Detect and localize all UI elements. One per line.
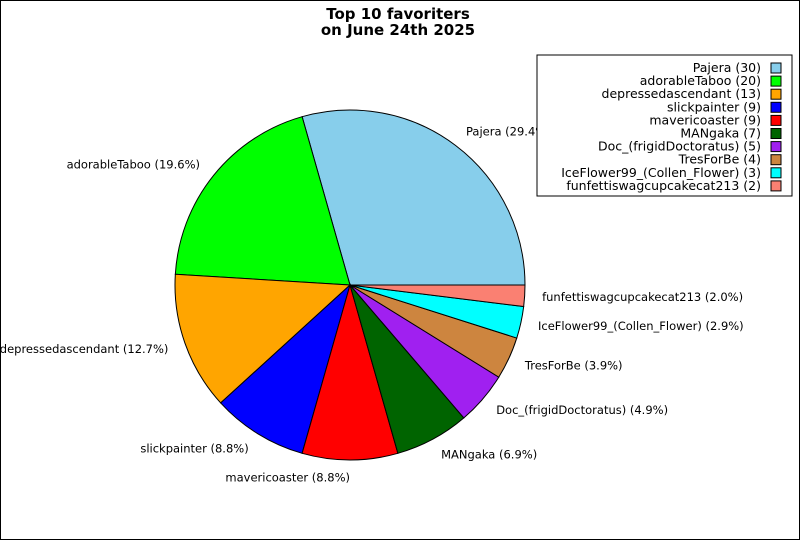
legend-label-5: MANgaka (7): [680, 126, 761, 141]
pie-slice-label-1: adorableTaboo (19.6%): [67, 157, 200, 171]
legend: Pajera (30)adorableTaboo (20)depressedas…: [536, 54, 793, 197]
chart-title-line-2: on June 24th 2025: [321, 21, 475, 39]
pie-slice-label-3: slickpainter (8.8%): [140, 442, 248, 456]
pie-slice-2: [174, 273, 352, 404]
pie-slice-1: [174, 116, 351, 286]
legend-label-8: IceFlower99_(Collen_Flower) (3): [561, 165, 761, 180]
legend-swatch-5: [770, 128, 782, 139]
legend-swatch-7: [770, 154, 782, 166]
legend-label-3: slickpainter (9): [667, 99, 761, 114]
chart-title-line-1: Top 10 favoriters: [326, 5, 470, 23]
pie-slice-label-8: IceFlower99_(Collen_Flower) (2.9%): [538, 319, 744, 333]
legend-swatch-0: [770, 62, 782, 74]
legend-label-9: funfettiswagcupcakecat213 (2): [566, 178, 761, 193]
pie-slice-label-4: mavericoaster (8.8%): [225, 471, 350, 485]
legend-swatch-1: [770, 75, 782, 87]
pie-slice-label-2: depressedascendant (12.7%): [0, 342, 168, 356]
legend-label-7: TresForBe (4): [678, 152, 761, 167]
pie-slices: [174, 109, 526, 461]
legend-label-6: Doc_(frigidDoctoratus) (5): [598, 139, 761, 154]
pie-slice-label-9: funfettiswagcupcakecat213 (2.0%): [542, 290, 743, 304]
pie-slice-label-0: Pajera (29.4%): [466, 124, 551, 138]
pie-slice-0: [301, 109, 526, 286]
legend-swatch-4: [770, 114, 782, 126]
legend-swatch-6: [770, 141, 782, 153]
legend-label-4: mavericoaster (9): [649, 112, 761, 127]
legend-box: [536, 54, 793, 197]
pie-slice-label-7: TresForBe (3.9%): [524, 359, 623, 373]
legend-swatch-3: [770, 101, 782, 113]
pie-slice-3: [219, 283, 351, 454]
pie-slice-9: [349, 284, 526, 308]
legend-label-1: adorableTaboo (20): [640, 73, 761, 88]
pie-slice-4: [301, 283, 399, 461]
legend-swatch-8: [770, 167, 782, 179]
pie-slice-label-6: Doc_(frigidDoctoratus) (4.9%): [496, 403, 668, 417]
pie-slice-labels: Pajera (29.4%) adorableTaboo (19.6%) depre…: [0, 124, 744, 484]
pie-slice-label-5: MANgaka (6.9%): [441, 448, 537, 462]
legend-swatch-2: [770, 88, 782, 100]
legend-label-0: Pajera (30): [693, 60, 761, 75]
legend-swatch-9: [770, 180, 782, 192]
legend-label-2: depressedascendant (13): [602, 86, 761, 101]
